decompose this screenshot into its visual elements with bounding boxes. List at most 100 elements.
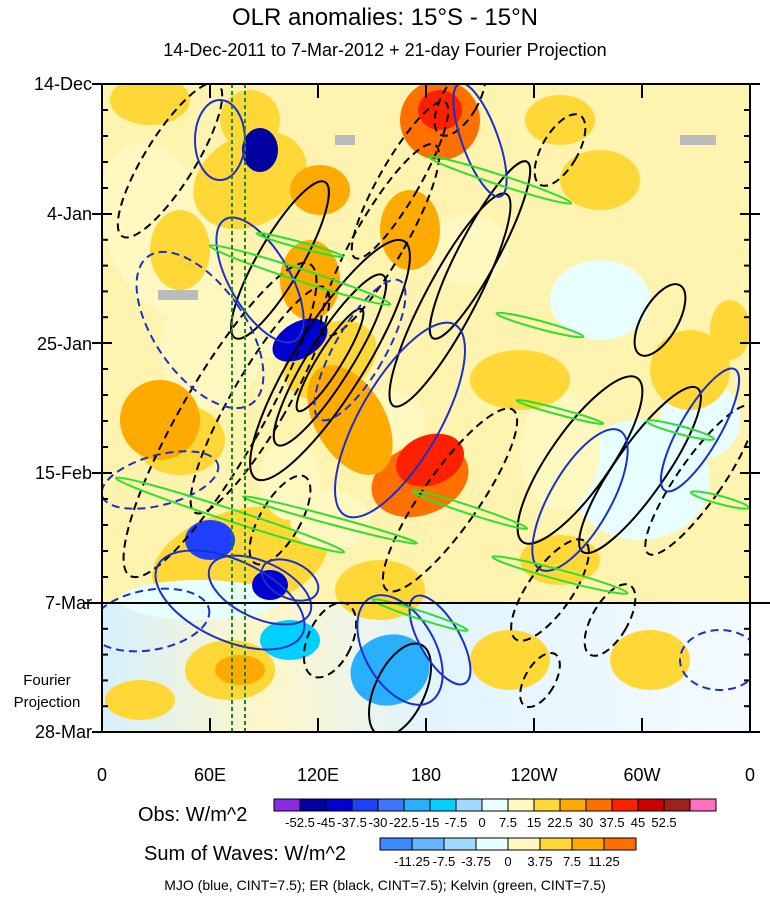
mjo-wave-contour [659,367,741,493]
kelvin-wave-contour [427,155,573,205]
anomaly-patch [215,655,265,685]
anomaly-patch [242,128,278,172]
er-wave-contour [519,651,561,709]
colorbar-swatch [481,798,509,812]
colorbar-swatch [603,837,637,851]
kelvin-wave-contour [645,419,715,441]
mjo-wave-contour [452,84,508,198]
anomaly-patch [550,260,650,340]
kelvin-wave-contour [371,598,469,632]
colorbar-swatch [585,798,613,812]
kelvin-wave-contour [208,244,392,306]
mjo-wave-contour [135,250,265,410]
colorbar-tick-label: 52.5 [651,815,676,830]
er-wave-contour [230,180,330,340]
er-wave-contour [533,113,587,187]
colorbar-tick-label: -3.75 [461,854,491,869]
anomaly-patch [290,165,350,215]
anomaly-patch [280,240,340,320]
anomaly-patch [350,634,430,706]
colorbar-tick-label: 7.5 [563,854,581,869]
colorbar-swatch [429,798,457,812]
er-wave-contour [433,84,487,137]
er-wave-contour [116,84,224,239]
x-tick-label: 180 [410,765,442,785]
colorbar-tick-label: 37.5 [599,815,624,830]
anomaly-patch [560,150,640,210]
colorbar-tick-label: 3.75 [527,854,552,869]
colorbar-swatch [379,837,413,851]
waves-colorbar-title: Sum of Waves: W/m^2 [144,843,347,865]
x-tick-label: 120E [296,765,340,785]
anomaly-patch [110,84,190,125]
anomaly-patch [150,210,210,290]
colorbar-tick-label: 45 [631,815,645,830]
x-tick-label: 0 [744,765,756,785]
y-tick-label: 28-Mar [34,722,92,742]
anomaly-patch [272,318,328,362]
er-wave-contour [350,100,450,260]
colorbar-swatch [351,798,379,812]
colorbar-tick-label: -45 [317,815,336,830]
chart-subtitle: 14-Dec-2011 to 7-Mar-2012 + 21-day Fouri… [163,40,607,60]
colorbar-swatch [411,837,445,851]
colorbar-tick-label: -11.25 [394,854,430,869]
waves-colorbar: -11.25 -7.5 -3.75 0 3.75 7.5 11.25 [379,837,637,869]
fourier-projection-label: Fourier Projection [13,672,81,711]
anomaly-patch [193,130,307,230]
er-wave-contour [388,192,512,408]
er-wave-contour [272,273,388,447]
mjo-wave-contour [679,629,750,691]
anomaly-patch [252,570,288,600]
anomaly-patch [650,330,730,410]
colorbar-swatch [507,798,535,812]
colorbar-swatch [689,798,717,812]
anomaly-patch [185,520,235,560]
colorbar-swatch [533,798,561,812]
colorbar-tick-label: 30 [579,815,593,830]
colorbar-swatch [611,798,639,812]
kelvin-wave-contour [495,311,585,339]
kelvin-wave-contour [255,231,345,259]
mjo-wave-contour [334,321,466,519]
colorbar-swatch [559,798,587,812]
colorbar-tick-label: 0 [504,854,511,869]
colorbar-swatch [475,837,509,851]
er-wave-contour [248,474,312,566]
colorbar-swatch [571,837,605,851]
kelvin-wave-contour [690,490,750,510]
x-tick-label: 0 [96,765,108,785]
obs-colorbar: -52.5 -45 -37.5 -30 -22.5 -15 -7.5 0 7.5 15 22.5 30… [273,798,717,830]
colorbar-tick-label: -15 [421,815,440,830]
anomaly-patch [260,620,320,660]
er-wave-contour [583,583,637,657]
kelvin-wave-contour [411,490,529,530]
colorbar-swatch [377,798,405,812]
colorbar-swatch [637,798,665,812]
y-tick-label: 14-Dec [33,74,92,94]
colorbar-swatch [539,837,573,851]
anomaly-patch [525,95,595,145]
kelvin-wave-contour [491,555,629,595]
mjo-wave-contour [531,428,629,572]
colorbar-swatch [325,798,353,812]
anomaly-patch [105,680,175,720]
obs-colorbar-title: Obs: W/m^2 [138,804,248,826]
mjo-wave-contour [356,594,444,706]
colorbar-swatch [403,798,431,812]
anomaly-patch [260,440,320,520]
kelvin-wave-contour [114,476,346,554]
er-wave-contour [249,238,411,482]
colorbar-tick-label: -7.5 [445,815,467,830]
anomaly-patch [418,90,462,130]
olr-anomaly-field [102,84,750,732]
chart-caption: MJO (blue, CINT=7.5); ER (black, CINT=7.… [164,877,606,893]
anomaly-patch [470,350,570,410]
colorbar-tick-label: -37.5 [337,815,367,830]
colorbar-tick-label: -7.5 [433,854,455,869]
mjo-wave-contour [102,587,211,653]
colorbar-swatch [273,798,301,812]
colorbar-swatch [455,798,483,812]
anomaly-patch [120,380,200,460]
